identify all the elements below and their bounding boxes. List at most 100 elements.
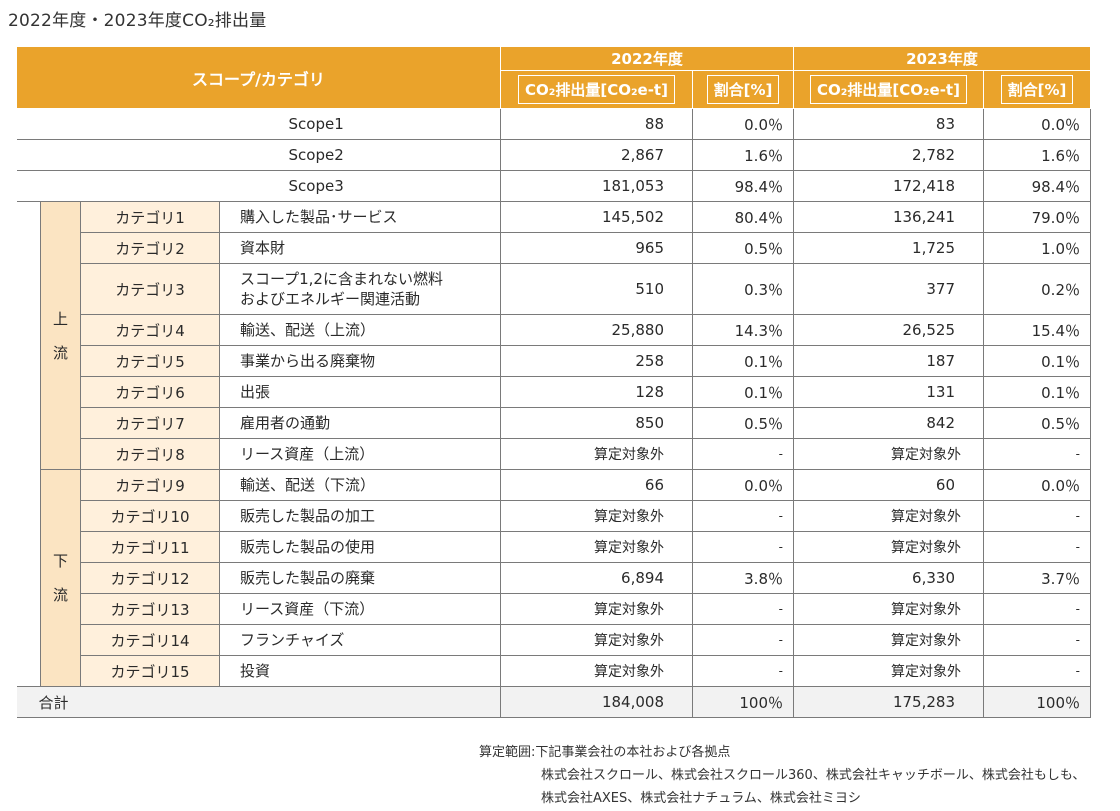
emissions-2023: 算定対象外 [793,655,984,687]
emissions-2022: 510 [500,263,693,315]
ratio-2023: - [983,624,1091,656]
emissions-2022: 66 [500,469,693,501]
category-name: カテゴリ3 [80,263,220,315]
emissions-2022: 算定対象外 [500,655,693,687]
emissions-2022: 88 [500,108,693,140]
ratio-2022: 0.0％ [692,469,794,501]
emissions-2023: 131 [793,376,984,408]
emissions-2022: 128 [500,376,693,408]
ratio-2022: 0.5％ [692,232,794,264]
upstream-label: 上流 [40,201,81,470]
ratio-2022: 3.8％ [692,562,794,594]
indent-cell [16,314,41,346]
indent-cell [16,624,41,656]
category-description-line: 雇用者の通勤 [240,414,331,432]
category-description-line: リース資産（下流） [240,600,375,618]
emissions-2023: 172,418 [793,170,984,202]
ratio-2023: - [983,531,1091,563]
category-name: カテゴリ10 [80,500,220,532]
total-label: 合計 [16,686,501,718]
header-emissions-2023: CO₂排出量[CO₂e-t] [793,70,984,109]
emissions-2022: 算定対象外 [500,500,693,532]
category-row: 下流カテゴリ9 輸送、配送（下流） 66 0.0％ 60 0.0％ [16,469,1091,687]
emissions-2022: 算定対象外 [500,531,693,563]
ratio-2022: - [692,624,794,656]
category-row: カテゴリ12 販売した製品の廃棄 6,894 3.8％ 6,330 3.7％ [16,562,1091,594]
ratio-2022: 0.0％ [692,108,794,140]
header-ratio-2022: 割合[%] [692,70,794,109]
total-emissions-2023: 175,283 [793,686,984,718]
category-name: カテゴリ1 [80,201,220,233]
note-scope-line: 算定範囲:下記事業会社の本社および各拠点 [479,745,731,760]
downstream-label: 下流 [40,469,81,687]
total-ratio-2023: 100％ [983,686,1091,718]
emissions-2022: 6,894 [500,562,693,594]
emissions-2023: 136,241 [793,201,984,233]
emissions-2023: 2,782 [793,139,984,171]
category-description-line: 購入した製品･サービス [240,208,398,226]
emissions-2022: 850 [500,407,693,439]
emissions-2022: 145,502 [500,201,693,233]
ratio-2023: - [983,438,1091,470]
category-row: カテゴリ2 資本財 965 0.5％ 1,725 1.0％ [16,232,1091,264]
emissions-2023: 377 [793,263,984,315]
category-description: 販売した製品の加工 [219,500,501,532]
category-row: カテゴリ8 リース資産（上流） 算定対象外 - 算定対象外 - [16,438,1091,470]
category-description-line: リース資産（上流） [240,445,375,463]
emissions-2023: 83 [793,108,984,140]
downstream-label-char-1: 下 [52,552,68,570]
indent-cell [16,500,41,532]
category-description-line: 事業から出る廃棄物 [240,352,376,370]
header-year-2023: 2023年度 [793,46,1091,71]
ratio-2022: 98.4％ [692,170,794,202]
category-description: 雇用者の通勤 [219,407,501,439]
category-description: 資本財 [219,232,501,264]
total-ratio-2022: 100％ [692,686,794,718]
category-row: カテゴリ7 雇用者の通勤 850 0.5％ 842 0.5％ [16,407,1091,439]
category-description: スコープ1,2に含まれない燃料 およびエネルギー関連活動 [219,263,501,315]
emissions-2022: 算定対象外 [500,624,693,656]
category-description: リース資産（下流） [219,593,501,625]
emissions-2023: 1,725 [793,232,984,264]
emissions-2023: 26,525 [793,314,984,346]
header-row-columns: CO₂排出量[CO₂e-t] 割合[%] CO₂排出量[CO₂e-t] 割合[%… [17,70,1091,109]
ratio-2022: 14.3％ [692,314,794,346]
ratio-2023: 1.0％ [983,232,1091,264]
scope-label: Scope3 [16,170,501,202]
total-row: 合計 184,008 100％ 175,283 100％ [16,686,1091,718]
indent-cell [16,655,41,687]
ratio-2023: 0.1％ [983,345,1091,377]
ratio-2022: 0.1％ [692,376,794,408]
category-name: カテゴリ5 [80,345,220,377]
category-row: カテゴリ10 販売した製品の加工 算定対象外 - 算定対象外 - [16,500,1091,532]
emissions-2022: 258 [500,345,693,377]
category-name: カテゴリ12 [80,562,220,594]
emissions-2023: 算定対象外 [793,531,984,563]
category-description: 投資 [219,655,501,687]
ratio-2023: 98.4％ [983,170,1091,202]
category-description-line: 資本財 [240,239,286,257]
note-companies-line-1: 株式会社スクロール、株式会社スクロール360、株式会社キャッチボール、株式会社も… [541,768,1086,783]
ratio-2023: 15.4％ [983,314,1091,346]
indent-cell [16,438,41,470]
emissions-2023: 6,330 [793,562,984,594]
ratio-2022: - [692,531,794,563]
category-name: カテゴリ15 [80,655,220,687]
category-row: カテゴリ5 事業から出る廃棄物 258 0.1％ 187 0.1％ [16,345,1091,377]
ratio-2022: 0.3％ [692,263,794,315]
emissions-2023: 60 [793,469,984,501]
note-companies-line-2: 株式会社AXES、株式会社ナチュラム、株式会社ミヨシ [541,791,861,806]
emissions-2022: 算定対象外 [500,438,693,470]
emissions-2023: 算定対象外 [793,500,984,532]
emissions-2023: 算定対象外 [793,593,984,625]
ratio-2023: 0.5％ [983,407,1091,439]
ratio-2023: 1.6％ [983,139,1091,171]
category-description-line: 販売した製品の使用 [240,538,376,556]
ratio-2023: - [983,593,1091,625]
indent-cell [16,376,41,408]
emissions-2023: 187 [793,345,984,377]
emissions-2023: 842 [793,407,984,439]
category-name: カテゴリ14 [80,624,220,656]
ratio-2022: 80.4％ [692,201,794,233]
scope-label: Scope1 [16,108,501,140]
